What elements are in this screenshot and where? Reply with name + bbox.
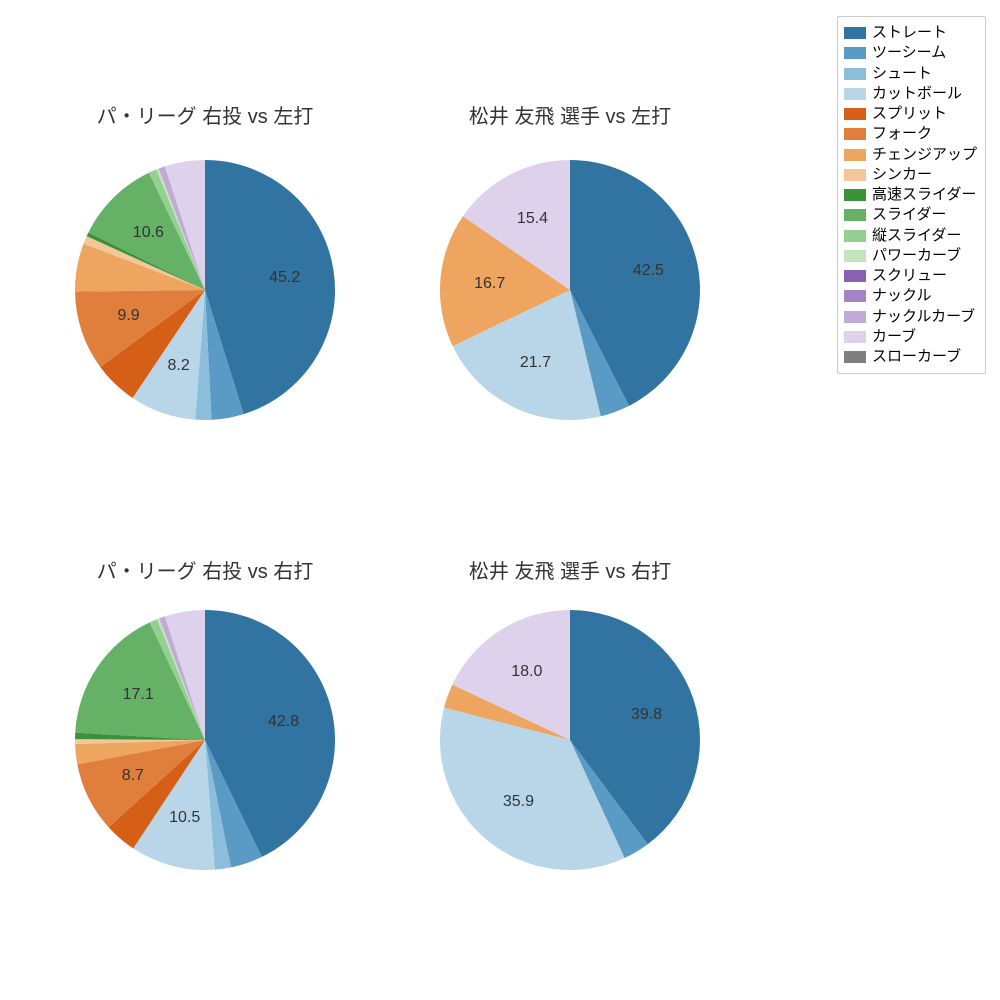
- legend-label: スライダー: [872, 205, 946, 225]
- chart-title: パ・リーグ 右投 vs 右打: [97, 555, 314, 584]
- chart-title: パ・リーグ 右投 vs 左打: [97, 100, 314, 129]
- legend-label: パワーカーブ: [872, 246, 961, 266]
- legend-swatch: [844, 189, 866, 201]
- pie-slice-label: 35.9: [503, 793, 534, 811]
- legend-item: ナックルカーブ: [844, 307, 977, 327]
- legend-item: シンカー: [844, 165, 977, 185]
- legend-item: ストレート: [844, 23, 977, 43]
- pie-slice-label: 39.8: [631, 706, 662, 724]
- pie-slice-label: 8.2: [168, 357, 190, 375]
- legend-swatch: [844, 250, 866, 262]
- chart-title: 松井 友飛 選手 vs 右打: [469, 555, 671, 584]
- legend-label: スプリット: [872, 104, 947, 124]
- legend-swatch: [844, 351, 866, 363]
- legend-swatch: [844, 230, 866, 242]
- legend-item: スプリット: [844, 104, 977, 124]
- legend-label: ツーシーム: [872, 43, 946, 63]
- pie-slice-label: 17.1: [123, 686, 154, 704]
- legend-swatch: [844, 311, 866, 323]
- legend-swatch: [844, 149, 866, 161]
- legend-label: スクリュー: [872, 266, 947, 286]
- legend-swatch: [844, 108, 866, 120]
- pie-slice-label: 16.7: [474, 275, 505, 293]
- legend-label: ナックル: [872, 286, 932, 306]
- legend-item: 縦スライダー: [844, 226, 977, 246]
- legend-label: フォーク: [872, 124, 932, 144]
- legend-label: チェンジアップ: [872, 145, 977, 165]
- pie-chart: [75, 610, 335, 870]
- legend-swatch: [844, 47, 866, 59]
- pie-slice-label: 21.7: [520, 354, 551, 372]
- pie-slice-label: 8.7: [122, 767, 144, 785]
- legend-swatch: [844, 290, 866, 302]
- legend-label: ストレート: [872, 23, 947, 43]
- legend-swatch: [844, 128, 866, 140]
- legend-item: スローカーブ: [844, 347, 977, 367]
- legend-swatch: [844, 88, 866, 100]
- legend-label: ナックルカーブ: [872, 307, 975, 327]
- pie-slice-label: 10.6: [133, 224, 164, 242]
- legend-label: カットボール: [872, 84, 962, 104]
- pie-slice-label: 9.9: [117, 307, 139, 325]
- chart-title: 松井 友飛 選手 vs 左打: [469, 100, 671, 129]
- legend-label: シュート: [872, 64, 932, 84]
- legend-item: フォーク: [844, 124, 977, 144]
- legend-item: シュート: [844, 64, 977, 84]
- pie-chart: [440, 610, 700, 870]
- legend-item: チェンジアップ: [844, 145, 977, 165]
- legend-swatch: [844, 270, 866, 282]
- pie-slice-label: 15.4: [517, 210, 548, 228]
- pie-slice-label: 45.2: [269, 269, 300, 287]
- legend-label: カーブ: [872, 327, 916, 347]
- legend-swatch: [844, 209, 866, 221]
- legend-label: スローカーブ: [872, 347, 961, 367]
- legend-item: スライダー: [844, 205, 977, 225]
- legend-label: 高速スライダー: [872, 185, 976, 205]
- pie-slice-label: 42.5: [633, 262, 664, 280]
- legend-label: 縦スライダー: [872, 226, 961, 246]
- legend-item: ナックル: [844, 286, 977, 306]
- legend: ストレートツーシームシュートカットボールスプリットフォークチェンジアップシンカー…: [837, 16, 986, 374]
- legend-item: 高速スライダー: [844, 185, 977, 205]
- legend-swatch: [844, 169, 866, 181]
- legend-item: ツーシーム: [844, 43, 977, 63]
- legend-swatch: [844, 68, 866, 80]
- pie-chart: [75, 160, 335, 420]
- pie-slice-label: 10.5: [169, 809, 200, 827]
- legend-swatch: [844, 331, 866, 343]
- legend-item: カーブ: [844, 327, 977, 347]
- legend-label: シンカー: [872, 165, 932, 185]
- legend-item: パワーカーブ: [844, 246, 977, 266]
- pie-slice-label: 42.8: [268, 713, 299, 731]
- legend-item: スクリュー: [844, 266, 977, 286]
- legend-item: カットボール: [844, 84, 977, 104]
- pie-slice-label: 18.0: [511, 663, 542, 681]
- legend-swatch: [844, 27, 866, 39]
